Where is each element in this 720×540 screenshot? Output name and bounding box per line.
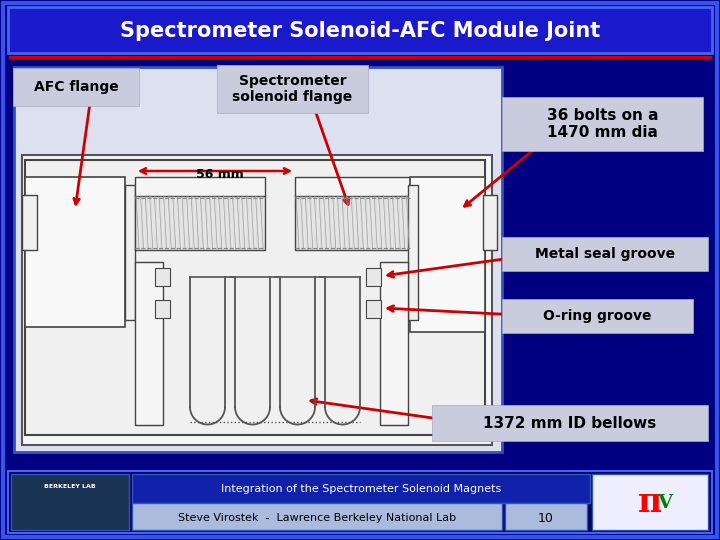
FancyBboxPatch shape [505, 503, 587, 530]
Bar [25, 177, 125, 327]
Text: 1372 mm ID bellows: 1372 mm ID bellows [483, 415, 657, 430]
FancyBboxPatch shape [14, 67, 502, 452]
Text: Steve Virostek  -  Lawrence Berkeley National Lab: Steve Virostek - Lawrence Berkeley Natio… [178, 513, 456, 523]
Bar [366, 268, 381, 286]
Text: Spectrometer
solenoid flange: Spectrometer solenoid flange [233, 74, 353, 104]
Bar [155, 300, 170, 318]
FancyBboxPatch shape [11, 474, 129, 530]
Bar [135, 177, 265, 196]
Text: BERKELEY LAB: BERKELEY LAB [44, 483, 96, 489]
FancyBboxPatch shape [217, 65, 368, 113]
FancyBboxPatch shape [8, 471, 712, 533]
Text: Integration of the Spectrometer Solenoid Magnets: Integration of the Spectrometer Solenoid… [221, 484, 501, 494]
Bar [22, 195, 37, 250]
Text: π: π [638, 487, 662, 519]
Text: 56 mm: 56 mm [196, 167, 244, 180]
FancyBboxPatch shape [592, 474, 708, 530]
Text: AFC flange: AFC flange [34, 80, 118, 94]
Text: 10: 10 [538, 511, 554, 524]
Text: Spectrometer Solenoid-AFC Module Joint: Spectrometer Solenoid-AFC Module Joint [120, 21, 600, 41]
Bar [125, 185, 135, 320]
Bar [135, 195, 265, 250]
Text: O-ring groove: O-ring groove [544, 309, 652, 323]
Bar [410, 177, 485, 332]
Bar [135, 262, 163, 425]
Bar [366, 300, 381, 318]
Bar [25, 160, 485, 435]
Text: 36 bolts on a
1470 mm dia: 36 bolts on a 1470 mm dia [546, 108, 658, 140]
FancyBboxPatch shape [132, 474, 590, 503]
FancyBboxPatch shape [132, 503, 502, 530]
FancyBboxPatch shape [502, 97, 703, 151]
FancyBboxPatch shape [432, 405, 708, 441]
Text: V: V [657, 494, 672, 512]
Bar [408, 185, 418, 320]
FancyBboxPatch shape [8, 7, 712, 53]
Bar [380, 262, 408, 425]
FancyBboxPatch shape [3, 3, 717, 537]
Bar [155, 268, 170, 286]
FancyBboxPatch shape [502, 299, 693, 333]
Text: Metal seal groove: Metal seal groove [535, 247, 675, 261]
Bar [295, 177, 410, 196]
FancyBboxPatch shape [13, 68, 139, 106]
Bar [483, 195, 497, 250]
FancyBboxPatch shape [502, 237, 708, 271]
FancyBboxPatch shape [22, 155, 492, 445]
Bar [295, 195, 410, 250]
